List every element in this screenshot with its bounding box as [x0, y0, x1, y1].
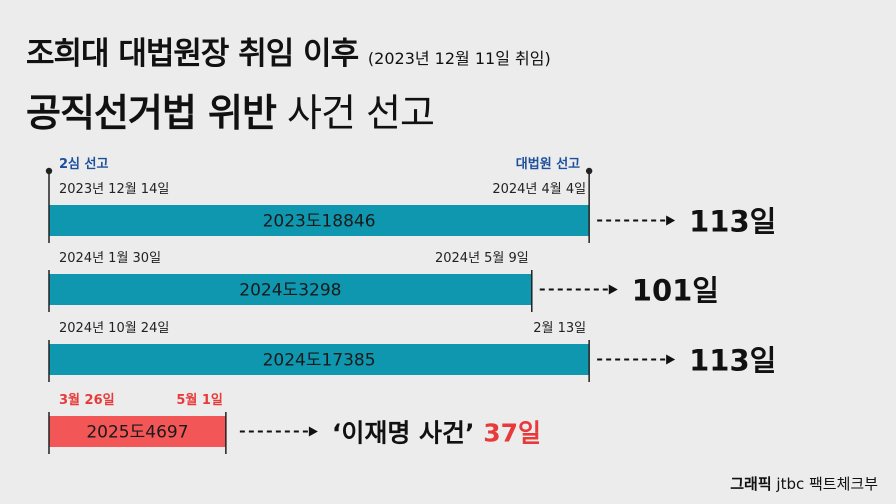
timeline-bar [49, 416, 226, 447]
start-date-label: 2023년 12월 14일 [59, 182, 169, 197]
marker-label-start: 2심 선고 [59, 156, 108, 172]
page-title: 조희대 대법원장 취임 이후 (2023년 12월 11일 취임) [26, 28, 551, 73]
arrowhead [666, 354, 676, 365]
duration-days: 101일 [632, 274, 719, 308]
case-number: 2023도18846 [263, 212, 376, 232]
end-dot [585, 167, 593, 175]
timeline-bar [49, 274, 532, 305]
title-line2-bold: 공직선거법 위반 [26, 91, 277, 135]
credit: 그래픽 jtbc 팩트체크부 [730, 473, 878, 494]
end-date-label: 2024년 4월 4일 [492, 182, 586, 197]
start-date-label: 2024년 1월 30일 [59, 251, 161, 266]
timeline-bar [49, 344, 590, 375]
case-number: 2025도4697 [86, 423, 188, 443]
arrowhead [308, 426, 318, 437]
duration-days: 113일 [689, 205, 776, 239]
end-date-label: 5월 1일 [176, 392, 223, 408]
end-date-label: 2월 13일 [533, 321, 586, 336]
case-nickname: ‘이재명 사건’ [332, 419, 483, 448]
credit-bold: 그래픽 [730, 475, 772, 493]
start-date-label: 2024년 10월 24일 [59, 321, 169, 336]
end-date-label: 2024년 5월 9일 [435, 251, 529, 266]
page-subtitle: 공직선거법 위반 사건 선고 [26, 82, 435, 137]
duration-days: 113일 [689, 344, 776, 378]
start-dot [45, 167, 53, 175]
credit-rest: jtbc 팩트체크부 [776, 475, 878, 493]
case-number: 2024도3298 [239, 281, 341, 301]
marker-label-end: 대법원 선고 [516, 156, 580, 172]
duration-days: 37일 [483, 419, 541, 448]
title-line2-rest: 사건 선고 [287, 91, 435, 135]
timeline-bar [49, 205, 590, 236]
title-line1: 조희대 대법원장 취임 이후 [26, 36, 359, 72]
duration-label: ‘이재명 사건’ 37일 [332, 419, 541, 448]
title-note: (2023년 12월 11일 취임) [367, 49, 551, 68]
case-number: 2024도17385 [263, 351, 376, 371]
start-date-label: 3월 26일 [59, 392, 115, 408]
arrowhead [608, 284, 618, 295]
arrowhead [666, 215, 676, 226]
